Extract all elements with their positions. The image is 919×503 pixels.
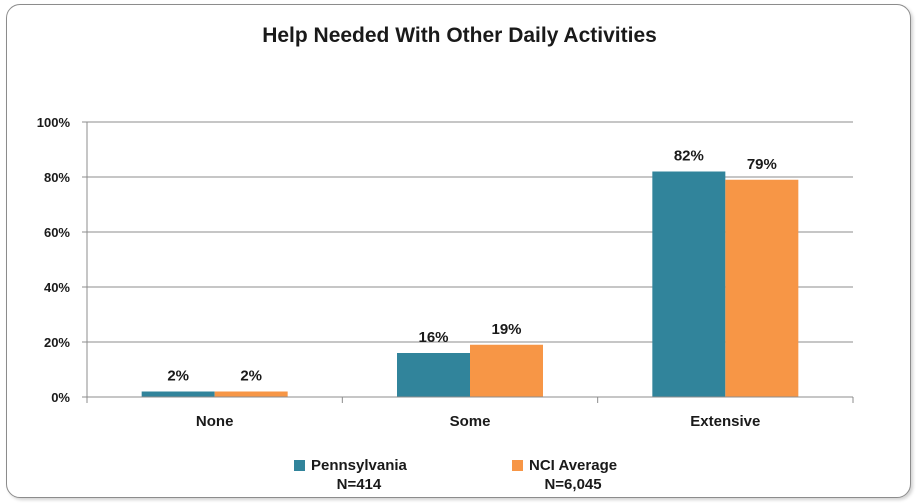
- y-tick-label: 40%: [44, 280, 70, 295]
- bars: [141, 171, 799, 397]
- data-label: 16%: [418, 329, 448, 346]
- bar: [141, 391, 215, 397]
- data-label: 79%: [747, 156, 777, 173]
- bar: [652, 171, 726, 397]
- y-tick-label: 60%: [44, 225, 70, 240]
- chart-title: Help Needed With Other Daily Activities: [262, 24, 657, 47]
- legend-label-nci-average: NCI Average: [529, 457, 618, 474]
- legend-item-nci-average: NCI Average N=6,045: [512, 456, 617, 494]
- legend-label-pennsylvania: Pennsylvania: [311, 457, 407, 474]
- y-tick-label: 20%: [44, 335, 70, 350]
- legend-n-nci-average: N=6,045: [544, 476, 602, 493]
- data-label: 19%: [491, 321, 521, 338]
- legend-swatch-pennsylvania: [294, 460, 305, 471]
- bar: [397, 353, 470, 397]
- labels: 0% 20% 40% 60% 80% 100% 2% 2% None 16% 19% Some 82% 7…: [37, 115, 777, 430]
- bar: [470, 344, 543, 397]
- x-category-label: Extensive: [690, 413, 760, 430]
- bar: [725, 179, 799, 397]
- axes: [82, 121, 854, 403]
- x-category-label: Some: [450, 413, 491, 430]
- data-label: 82%: [674, 148, 704, 165]
- legend-swatch-nci-average: [512, 460, 523, 471]
- data-label: 2%: [240, 368, 262, 385]
- legend-n-pennsylvania: N=414: [336, 476, 382, 493]
- data-label: 2%: [167, 368, 189, 385]
- legend-item-pennsylvania: Pennsylvania N=414: [294, 456, 407, 494]
- x-category-label: None: [196, 413, 234, 430]
- y-tick-label: 100%: [37, 115, 71, 130]
- y-tick-label: 0%: [51, 390, 70, 405]
- bar: [214, 391, 288, 397]
- y-tick-label: 80%: [44, 170, 70, 185]
